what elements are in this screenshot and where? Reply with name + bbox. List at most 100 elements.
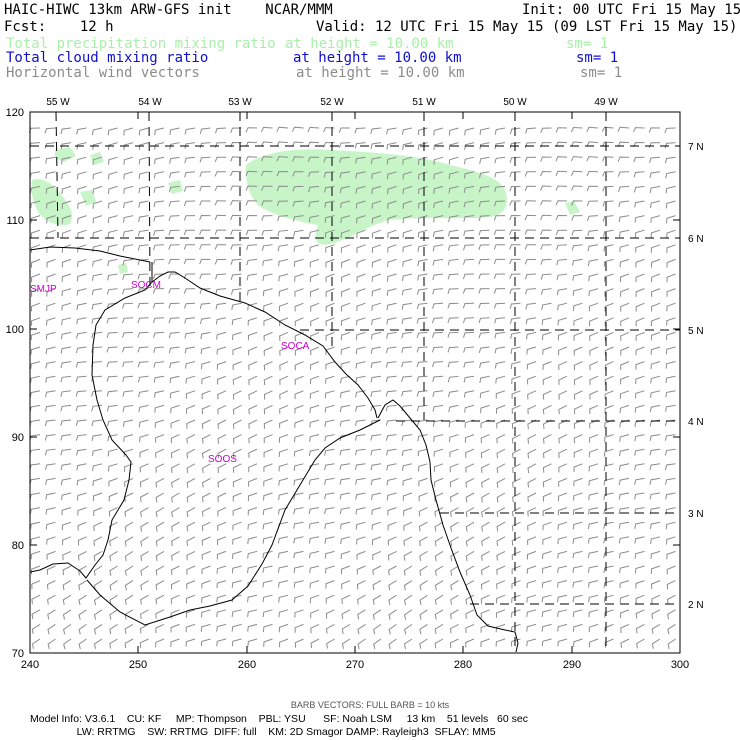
wind-barb bbox=[248, 434, 258, 444]
wind-barb bbox=[356, 580, 366, 590]
wind-barb bbox=[356, 288, 366, 297]
wind-barb bbox=[524, 142, 537, 148]
wind-barb bbox=[540, 229, 552, 235]
wind-barb bbox=[404, 623, 413, 635]
wind-barb bbox=[232, 477, 242, 488]
wind-barb bbox=[619, 258, 630, 268]
wind-barb bbox=[44, 142, 56, 149]
wind-barb bbox=[527, 477, 537, 488]
wind-barb bbox=[60, 434, 72, 441]
wind-barb bbox=[665, 375, 676, 384]
wind-barb bbox=[153, 229, 165, 236]
wind-barb bbox=[447, 331, 459, 338]
wind-barb bbox=[465, 507, 475, 518]
wind-barb bbox=[186, 550, 196, 561]
wind-barb bbox=[153, 215, 165, 222]
wind-barb bbox=[93, 507, 103, 517]
wind-barb bbox=[573, 463, 583, 473]
wind-barb bbox=[417, 273, 428, 281]
wind-barb bbox=[45, 375, 56, 383]
wind-barb bbox=[511, 536, 521, 546]
wind-barb bbox=[186, 521, 196, 532]
wind-barb bbox=[542, 390, 552, 400]
wind-barb bbox=[339, 171, 351, 179]
wind-barb bbox=[31, 580, 41, 590]
wind-barb bbox=[137, 273, 149, 280]
wind-barb bbox=[387, 507, 397, 516]
wind-barb bbox=[62, 536, 72, 546]
wind-barb bbox=[416, 361, 428, 368]
wind-barb bbox=[588, 302, 599, 312]
wind-barb bbox=[494, 185, 506, 192]
wind-barb bbox=[201, 492, 211, 503]
wind-barb bbox=[586, 156, 599, 162]
wind-barb bbox=[262, 288, 273, 296]
wind-barb bbox=[153, 200, 165, 208]
wind-barb bbox=[215, 288, 227, 295]
wind-barb bbox=[248, 477, 258, 487]
wind-barb bbox=[325, 288, 335, 297]
wind-barb bbox=[664, 127, 676, 134]
wind-barb bbox=[168, 317, 180, 324]
wind-barb bbox=[667, 623, 676, 635]
wind-barb bbox=[433, 434, 444, 442]
wind-barb bbox=[402, 171, 413, 180]
wind-barb bbox=[509, 200, 521, 206]
wind-barb bbox=[542, 463, 552, 473]
wind-barb bbox=[76, 302, 87, 311]
wind-barb bbox=[450, 594, 459, 605]
wind-barb bbox=[124, 565, 134, 576]
wind-barb bbox=[571, 229, 583, 236]
wind-barb bbox=[386, 288, 397, 296]
wind-barb bbox=[30, 536, 41, 545]
wind-barb bbox=[153, 346, 165, 353]
wind-barb bbox=[495, 390, 506, 399]
wind-barb bbox=[108, 492, 118, 502]
wind-barb bbox=[355, 346, 366, 355]
wind-barb bbox=[510, 346, 521, 354]
wind-barb bbox=[432, 419, 444, 427]
wind-barb bbox=[464, 434, 475, 443]
wind-barb bbox=[542, 536, 552, 545]
wind-barb bbox=[201, 594, 211, 603]
wind-barb bbox=[169, 390, 180, 399]
wind-barb bbox=[356, 317, 366, 326]
wind-barb bbox=[620, 346, 630, 356]
wind-barb bbox=[416, 404, 428, 412]
wind-barb bbox=[465, 565, 475, 576]
wind-barb bbox=[62, 594, 72, 605]
wind-barb bbox=[248, 375, 258, 386]
wind-barb bbox=[370, 142, 382, 149]
wind-barb bbox=[478, 346, 490, 354]
wind-barb bbox=[555, 229, 568, 236]
wind-barb bbox=[371, 317, 382, 326]
wind-barb bbox=[465, 477, 475, 488]
wind-barb bbox=[122, 331, 134, 338]
wind-barb bbox=[137, 361, 149, 368]
wind-barb bbox=[371, 302, 382, 311]
wind-barb bbox=[402, 185, 413, 195]
wind-barb bbox=[648, 127, 661, 133]
wind-barb bbox=[479, 156, 490, 164]
wind-barb bbox=[77, 215, 87, 224]
wind-barb bbox=[122, 375, 134, 383]
wind-barb bbox=[62, 609, 72, 620]
wind-barb bbox=[61, 521, 72, 531]
wind-barb bbox=[617, 171, 630, 177]
wind-barb bbox=[355, 361, 366, 369]
wind-barb bbox=[619, 434, 630, 442]
wind-barb bbox=[214, 142, 227, 148]
wind-barb bbox=[340, 317, 351, 326]
wind-barb bbox=[386, 346, 397, 354]
wind-barb bbox=[434, 507, 444, 517]
wind-barb bbox=[309, 434, 320, 442]
wind-barb bbox=[324, 463, 335, 471]
wind-barb bbox=[217, 536, 227, 545]
wind-barb bbox=[356, 215, 366, 224]
wind-barb bbox=[232, 404, 242, 415]
wind-barb bbox=[573, 404, 583, 415]
wind-barb bbox=[558, 448, 568, 459]
wind-barb bbox=[31, 258, 41, 268]
wind-barb bbox=[76, 142, 87, 150]
wind-barb bbox=[478, 244, 490, 250]
